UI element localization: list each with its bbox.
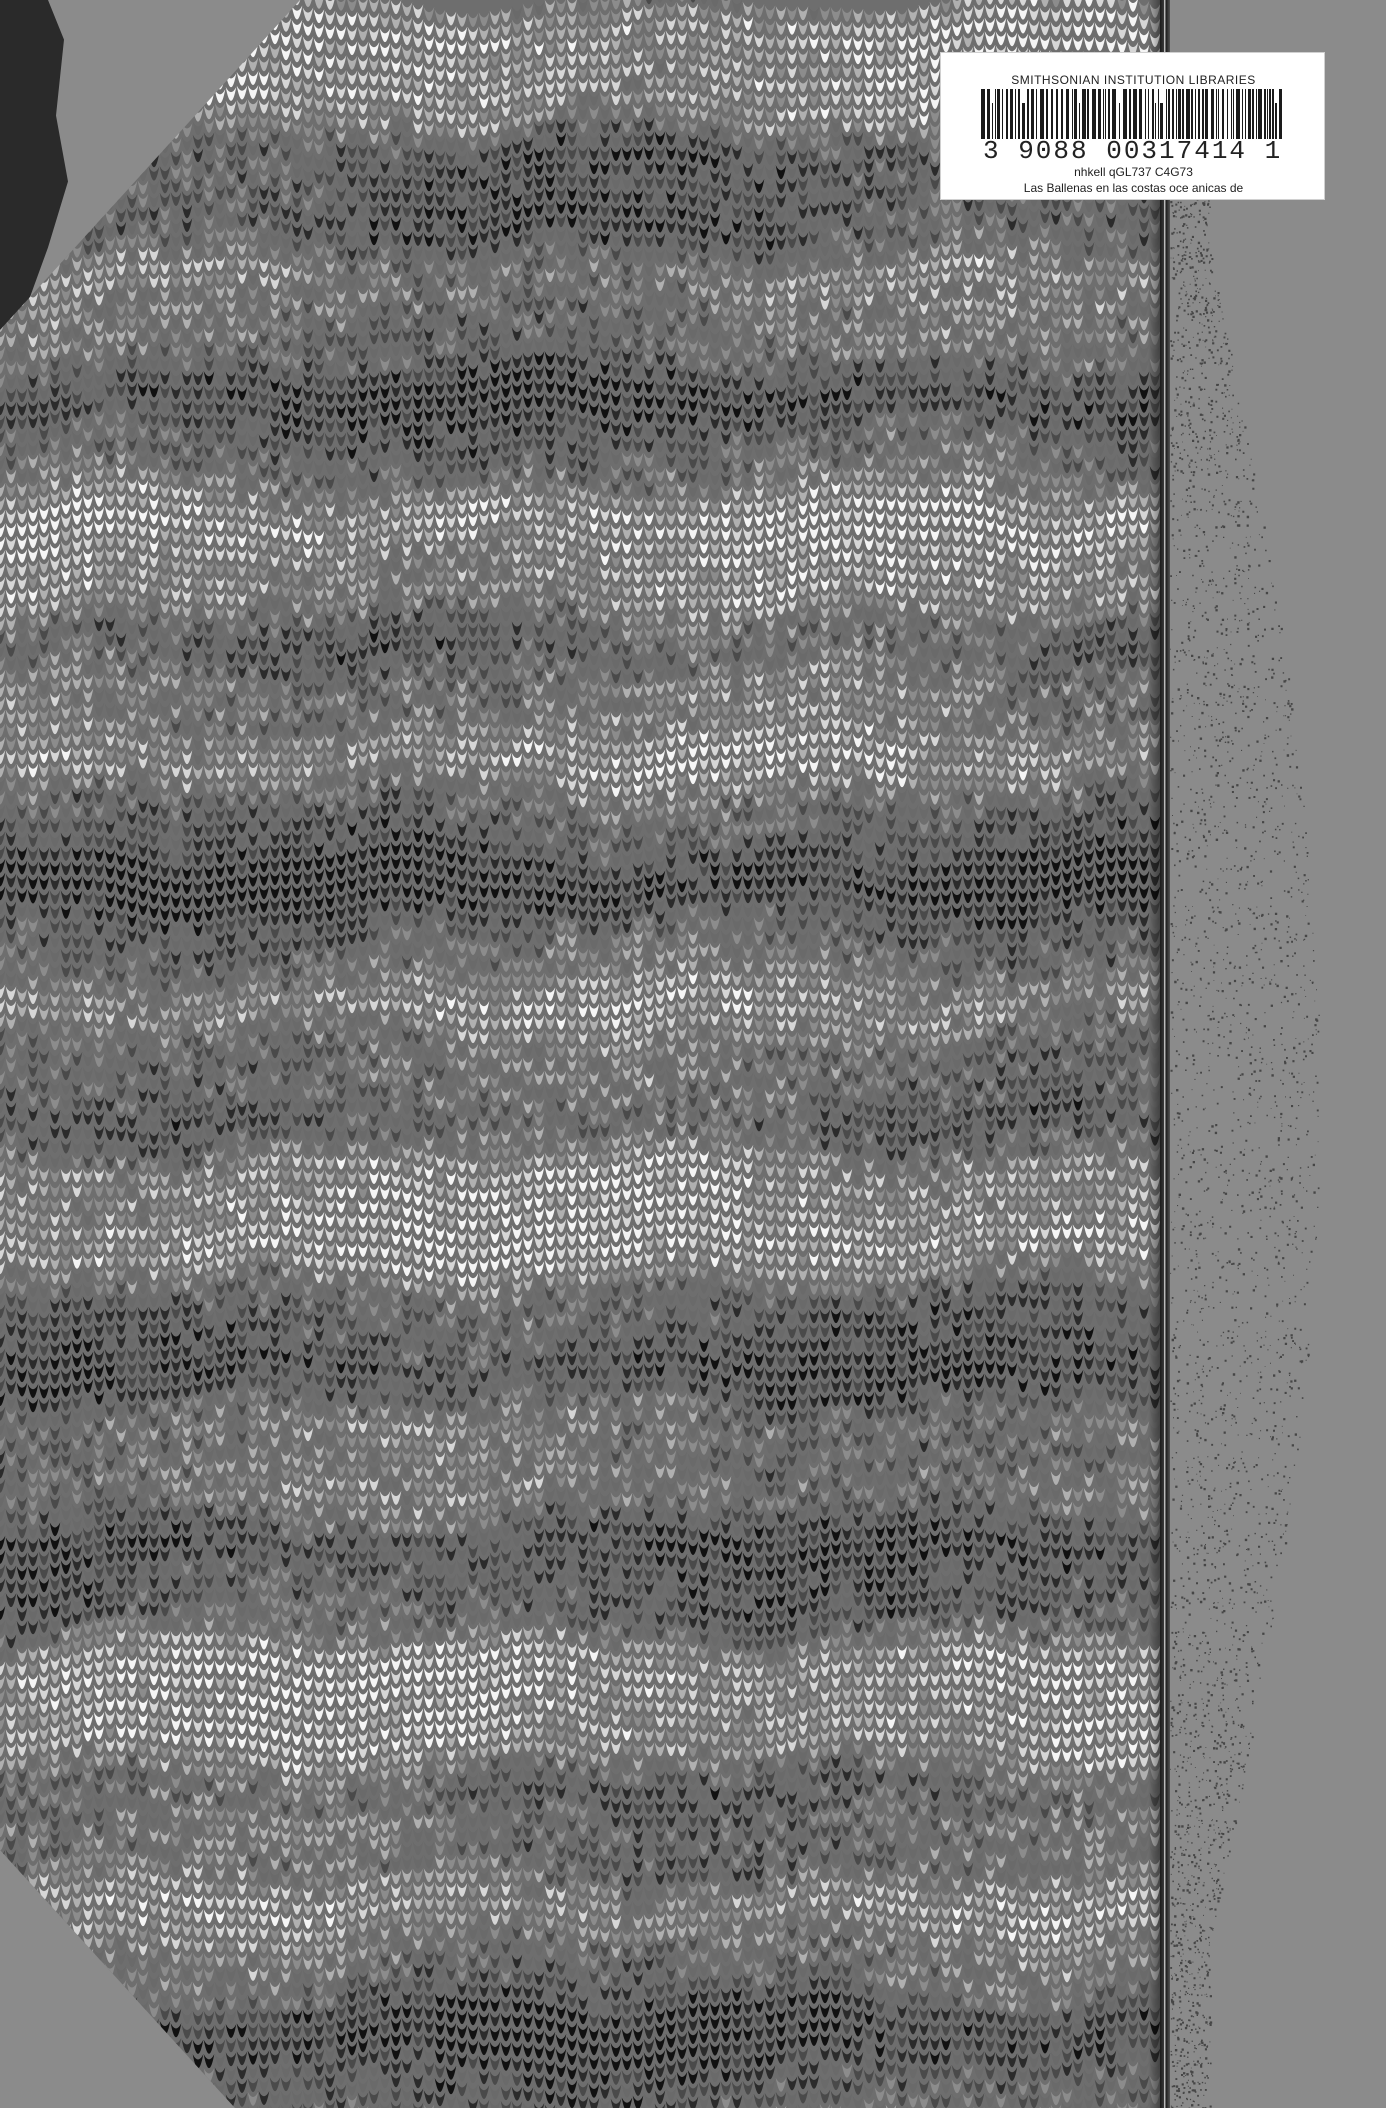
stain-dots [1170,180,1320,2108]
call-number: nhkell qGL737 C4G73 [1074,165,1193,179]
marble-comb-layer [0,0,1160,2108]
marble-comb-layer [0,0,1160,2108]
book-spine-edge [1160,0,1170,2108]
book-title-line: Las Ballenas en las costas oce anicas de [1023,181,1244,195]
marble-comb-layer [0,0,1160,2108]
label-institution-name: SMITHSONIAN INSTITUTION LIBRARIES [1011,73,1256,87]
library-barcode-label: SMITHSONIAN INSTITUTION LIBRARIES 3 9088… [940,52,1325,200]
marbled-cover-board [0,0,1160,2108]
halftone-stain-area [1170,0,1386,2108]
cover-edge-shadow [1148,0,1162,2108]
barcode-bars [981,89,1282,139]
marble-comb-layer [0,117,1160,2108]
barcode-image [981,89,1282,139]
barcode-number: 3 9088 00317414 1 [983,136,1283,166]
